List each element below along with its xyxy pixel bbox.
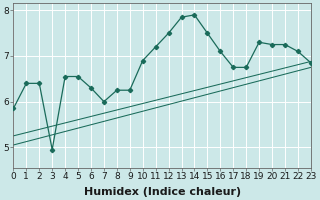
X-axis label: Humidex (Indice chaleur): Humidex (Indice chaleur) [84, 187, 241, 197]
